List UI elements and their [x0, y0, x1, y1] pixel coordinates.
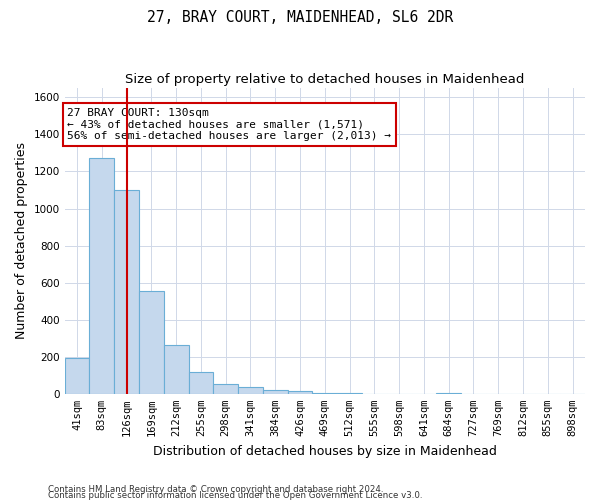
X-axis label: Distribution of detached houses by size in Maidenhead: Distribution of detached houses by size …	[153, 444, 497, 458]
Text: 27 BRAY COURT: 130sqm
← 43% of detached houses are smaller (1,571)
56% of semi-d: 27 BRAY COURT: 130sqm ← 43% of detached …	[67, 108, 391, 141]
Bar	[188, 372, 214, 394]
Bar	[436, 393, 461, 394]
Bar	[139, 291, 164, 394]
Bar	[313, 393, 337, 394]
Text: 27, BRAY COURT, MAIDENHEAD, SL6 2DR: 27, BRAY COURT, MAIDENHEAD, SL6 2DR	[147, 10, 453, 25]
Bar	[89, 158, 114, 394]
Text: Contains HM Land Registry data © Crown copyright and database right 2024.: Contains HM Land Registry data © Crown c…	[48, 484, 383, 494]
Bar	[65, 358, 89, 394]
Bar	[287, 391, 313, 394]
Bar	[337, 393, 362, 394]
Y-axis label: Number of detached properties: Number of detached properties	[15, 142, 28, 340]
Bar	[263, 390, 287, 394]
Text: Contains public sector information licensed under the Open Government Licence v3: Contains public sector information licen…	[48, 490, 422, 500]
Bar	[114, 190, 139, 394]
Bar	[214, 384, 238, 394]
Bar	[164, 344, 188, 394]
Title: Size of property relative to detached houses in Maidenhead: Size of property relative to detached ho…	[125, 72, 524, 86]
Bar	[238, 388, 263, 394]
